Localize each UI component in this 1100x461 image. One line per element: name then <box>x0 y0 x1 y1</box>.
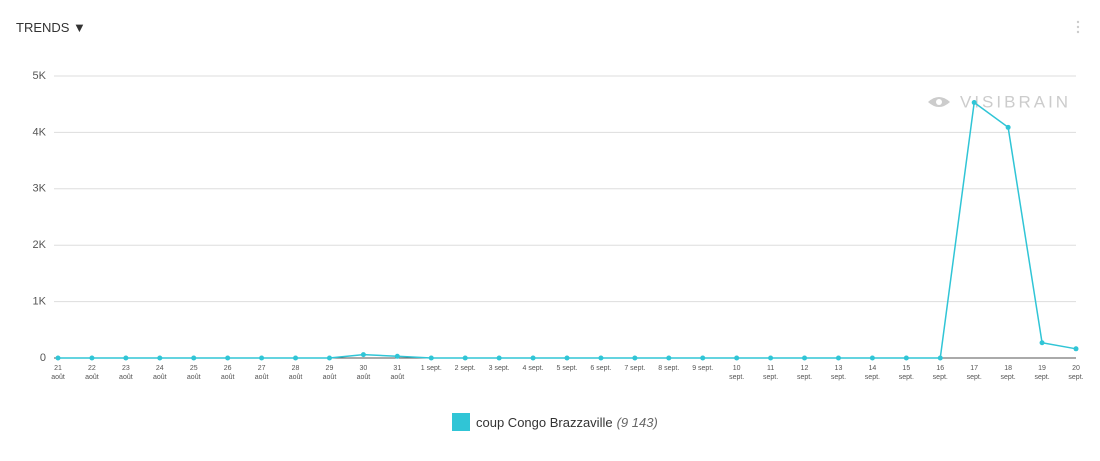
x-tick-label: 10 sept. <box>729 365 745 381</box>
x-tick-label: 20 sept. <box>1068 365 1084 381</box>
y-tick-label: 4K <box>33 126 47 138</box>
data-point <box>768 355 774 361</box>
x-tick-label: 27 août <box>254 365 269 381</box>
data-point <box>123 355 129 361</box>
data-point <box>1039 340 1045 346</box>
x-tick-label: 18 sept. <box>1000 365 1016 381</box>
x-tick-label: 16 sept. <box>932 365 948 381</box>
data-point <box>937 355 943 361</box>
data-point <box>360 352 366 358</box>
data-point <box>530 355 536 361</box>
data-point <box>903 355 909 361</box>
data-point <box>326 355 332 361</box>
x-tick-label: 30 août <box>356 365 371 381</box>
watermark-icon <box>928 97 950 107</box>
x-tick-label: 14 sept. <box>864 365 880 381</box>
x-tick-label: 23 août <box>119 365 133 381</box>
data-point <box>1073 346 1079 352</box>
x-tick-label: 1 sept. <box>420 365 442 372</box>
data-point <box>259 355 265 361</box>
data-point <box>971 100 977 106</box>
data-point <box>1005 124 1011 130</box>
x-tick-label: 3 sept. <box>488 365 510 372</box>
section-title[interactable]: TRENDS ▼ <box>16 20 86 35</box>
data-point <box>734 355 740 361</box>
x-tick-label: 11 sept. <box>763 365 779 381</box>
x-tick-label: 26 août <box>220 365 235 381</box>
data-point <box>700 355 706 361</box>
data-point <box>598 355 604 361</box>
x-tick-label: 6 sept. <box>590 365 612 372</box>
x-tick-label: 21 août <box>51 365 65 381</box>
x-tick-label: 17 sept. <box>966 365 982 381</box>
x-tick-label: 2 sept. <box>454 365 476 372</box>
y-tick-label: 3K <box>33 183 47 195</box>
watermark: VISIBRAIN <box>960 92 1071 111</box>
y-tick-label: 5K <box>33 70 47 82</box>
data-point <box>157 355 163 361</box>
data-point <box>191 355 197 361</box>
x-tick-label: 19 sept. <box>1034 365 1050 381</box>
x-tick-label: 8 sept. <box>658 365 680 372</box>
data-point <box>835 355 841 361</box>
x-tick-label: 25 août <box>186 365 201 381</box>
x-tick-label: 24 août <box>152 365 167 381</box>
data-point <box>55 355 61 361</box>
y-tick-label: 0 <box>40 352 46 364</box>
x-tick-label: 31 août <box>390 365 405 381</box>
data-point <box>802 355 808 361</box>
legend[interactable]: coup Congo Brazzaville (9 143) <box>452 413 658 431</box>
x-tick-label: 5 sept. <box>556 365 578 372</box>
data-point <box>89 355 95 361</box>
x-tick-label: 28 août <box>288 365 303 381</box>
x-tick-label: 12 sept. <box>796 365 813 381</box>
data-point <box>293 355 299 361</box>
x-tick-label: 13 sept. <box>830 365 847 381</box>
x-tick-label: 22 août <box>85 365 99 381</box>
x-tick-label: 29 août <box>322 365 337 381</box>
x-tick-label: 15 sept. <box>898 365 914 381</box>
data-point <box>666 355 672 361</box>
data-point <box>428 355 434 361</box>
x-tick-label: 4 sept. <box>522 365 544 372</box>
data-point <box>869 355 875 361</box>
data-point <box>564 355 570 361</box>
data-point <box>462 355 468 361</box>
legend-total: (9 143) <box>616 414 658 430</box>
legend-swatch <box>452 413 470 431</box>
data-point <box>394 353 400 359</box>
data-point <box>632 355 638 361</box>
y-tick-label: 1K <box>33 296 47 308</box>
x-tick-label: 7 sept. <box>624 365 646 372</box>
legend-label: coup Congo Brazzaville <box>476 414 613 430</box>
data-line <box>58 101 1077 359</box>
menu-icon[interactable] <box>1076 20 1080 34</box>
data-point <box>496 355 502 361</box>
x-tick-label: 9 sept. <box>692 365 714 372</box>
y-tick-label: 2K <box>33 239 47 251</box>
data-point <box>225 355 231 361</box>
